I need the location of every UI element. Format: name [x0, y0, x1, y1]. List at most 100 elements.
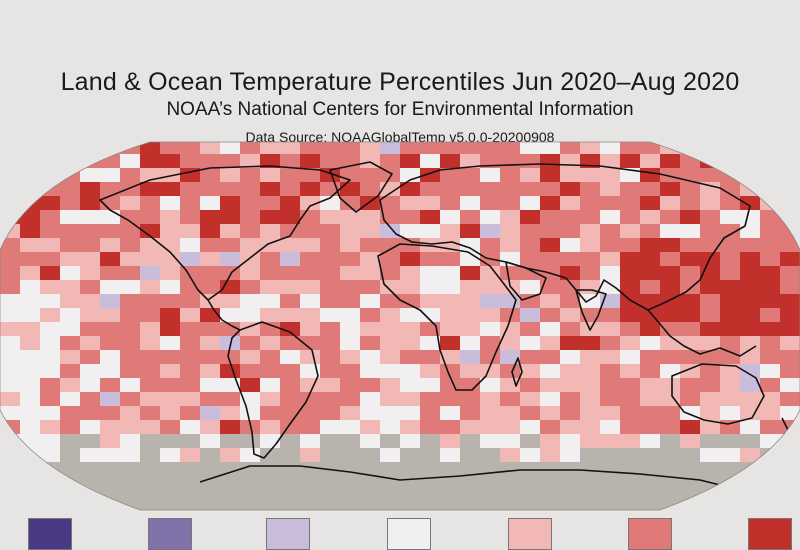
- grid-cell: [40, 224, 61, 239]
- grid-cell: [600, 420, 621, 435]
- grid-cell: [500, 476, 521, 491]
- grid-cell: [280, 476, 301, 491]
- grid-cell: [440, 350, 461, 365]
- grid-cell: [220, 210, 241, 225]
- grid-cell: [700, 238, 721, 253]
- grid-cell: [480, 280, 501, 295]
- grid-cell: [280, 322, 301, 337]
- grid-cell: [520, 182, 541, 197]
- grid-cell: [540, 154, 561, 169]
- grid-cell: [180, 252, 201, 267]
- grid-cell: [660, 406, 681, 421]
- grid-cell: [720, 210, 741, 225]
- grid-cell: [680, 252, 701, 267]
- grid-cell: [20, 238, 41, 253]
- grid-cell: [600, 322, 621, 337]
- grid-cell: [140, 420, 161, 435]
- grid-cell: [160, 294, 181, 309]
- grid-cell: [140, 350, 161, 365]
- grid-cell: [480, 238, 501, 253]
- grid-cell: [240, 294, 261, 309]
- grid-cell: [400, 504, 421, 510]
- grid-cell: [680, 168, 701, 183]
- grid-cell: [60, 406, 81, 421]
- grid-cell: [760, 280, 781, 295]
- grid-cell: [400, 154, 421, 169]
- grid-cell: [40, 364, 61, 379]
- grid-cell: [80, 266, 101, 281]
- grid-cell: [760, 322, 781, 337]
- grid-cell: [620, 434, 641, 449]
- grid-cell: [300, 168, 321, 183]
- grid-cell: [20, 364, 41, 379]
- grid-cell: [440, 308, 461, 323]
- grid-cell: [460, 210, 481, 225]
- grid-cell: [480, 266, 501, 281]
- grid-cell: [120, 322, 141, 337]
- grid-cell: [260, 142, 281, 155]
- grid-cell: [580, 336, 601, 351]
- grid-cell: [200, 182, 221, 197]
- grid-cell: [740, 168, 761, 183]
- grid-cell: [440, 420, 461, 435]
- grid-cell: [120, 266, 141, 281]
- grid-cell: [720, 224, 741, 239]
- grid-cell: [360, 504, 381, 510]
- grid-cell: [420, 210, 441, 225]
- grid-cell: [580, 350, 601, 365]
- grid-cell: [460, 420, 481, 435]
- grid-cell: [680, 490, 701, 505]
- grid-cell: [500, 504, 521, 510]
- grid-cell: [100, 476, 121, 491]
- grid-cell: [640, 252, 661, 267]
- grid-cell: [0, 322, 21, 337]
- grid-cell: [560, 154, 581, 169]
- grid-cell: [780, 434, 800, 449]
- grid-cell: [460, 504, 481, 510]
- grid-cell: [440, 168, 461, 183]
- grid-cell: [540, 378, 561, 393]
- grid-cell: [560, 364, 581, 379]
- grid-cell: [300, 476, 321, 491]
- grid-cell: [320, 476, 341, 491]
- grid-cell: [700, 406, 721, 421]
- legend-swatch-near-average: [387, 518, 431, 550]
- grid-cell: [540, 182, 561, 197]
- grid-cell: [60, 420, 81, 435]
- grid-cell: [480, 322, 501, 337]
- grid-cell: [400, 336, 421, 351]
- grid-cell: [360, 462, 381, 477]
- grid-cell: [420, 252, 441, 267]
- grid-cell: [740, 210, 761, 225]
- grid-cell: [120, 252, 141, 267]
- grid-cell: [60, 504, 81, 510]
- grid-cell: [140, 378, 161, 393]
- grid-cell: [480, 504, 501, 510]
- grid-cell: [760, 476, 781, 491]
- grid-cell: [500, 434, 521, 449]
- grid-cell: [600, 350, 621, 365]
- grid-cell: [740, 476, 761, 491]
- grid-cell: [580, 420, 601, 435]
- grid-cell: [640, 266, 661, 281]
- grid-cell: [40, 392, 61, 407]
- grid-cell: [520, 392, 541, 407]
- grid-cell: [740, 336, 761, 351]
- grid-cell: [680, 154, 701, 169]
- grid-cell: [700, 336, 721, 351]
- grid-cell: [540, 434, 561, 449]
- grid-cell: [240, 142, 261, 155]
- grid-cell: [540, 238, 561, 253]
- grid-cell: [40, 336, 61, 351]
- grid-cell: [460, 364, 481, 379]
- grid-cell: [660, 266, 681, 281]
- grid-cell: [140, 448, 161, 463]
- grid-cell: [720, 238, 741, 253]
- grid-cell: [600, 476, 621, 491]
- grid-cell: [340, 252, 361, 267]
- grid-cell: [280, 336, 301, 351]
- grid-cell: [220, 308, 241, 323]
- grid-cell: [700, 308, 721, 323]
- grid-cell: [460, 196, 481, 211]
- grid-cell: [400, 308, 421, 323]
